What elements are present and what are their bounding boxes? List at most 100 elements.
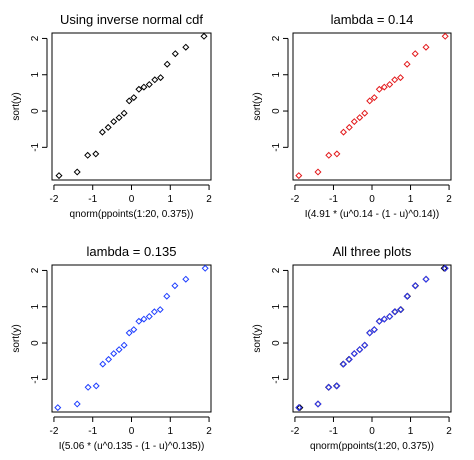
data-point xyxy=(92,382,100,390)
y-tick-label: -1 xyxy=(271,374,282,383)
x-axis-label: I(4.91 * (u^0.14 - (1 - u)^0.14)) xyxy=(305,209,439,220)
x-axis-label: qnorm(ppoints(1:20, 0.375)) xyxy=(310,441,434,452)
data-point xyxy=(366,97,374,105)
x-tick-label: -1 xyxy=(329,426,338,437)
x-tick-label: -2 xyxy=(290,194,299,205)
data-point xyxy=(391,76,399,84)
data-point xyxy=(339,360,348,368)
data-point xyxy=(135,317,143,325)
data-point xyxy=(375,317,383,325)
data-point xyxy=(200,32,208,40)
data-point xyxy=(84,151,92,159)
data-point xyxy=(182,275,190,283)
y-axis-label: sort(y) xyxy=(11,92,22,120)
y-tick-label: 1 xyxy=(271,72,282,78)
y-axis-label: sort(y) xyxy=(252,92,263,120)
data-point xyxy=(73,400,81,408)
y-tick-label: 2 xyxy=(30,267,41,273)
data-point xyxy=(345,123,353,131)
data-point xyxy=(55,172,63,180)
x-axis-label: I(5.06 * (u^0.135 - (1 - u)^0.135)) xyxy=(59,441,205,452)
data-point xyxy=(115,346,123,354)
data-point xyxy=(110,350,118,358)
data-point xyxy=(125,97,133,105)
y-tick-label: 0 xyxy=(271,340,282,346)
x-tick-label: 2 xyxy=(206,426,212,437)
y-tick-label: 1 xyxy=(30,304,41,310)
data-point xyxy=(422,43,430,51)
data-point xyxy=(98,128,106,136)
panel-lambda-0-14: lambda = 0.14 I(4.91 * (u^0.14 - (1 - u)… xyxy=(252,12,452,220)
data-point xyxy=(92,150,100,158)
data-point xyxy=(125,329,133,337)
panel-title: lambda = 0.135 xyxy=(87,244,177,259)
data-point xyxy=(171,50,179,58)
data-point xyxy=(73,168,81,176)
x-tick-label: 2 xyxy=(446,194,452,205)
data-point xyxy=(163,60,171,68)
panel-title: lambda = 0.14 xyxy=(331,12,414,27)
plot-frame xyxy=(51,32,212,181)
data-point xyxy=(171,282,179,290)
data-point xyxy=(350,118,358,126)
y-tick-label: -1 xyxy=(271,142,282,151)
data-point xyxy=(163,292,171,300)
data-point xyxy=(84,383,92,391)
y-tick-label: -1 xyxy=(30,374,41,383)
data-point xyxy=(380,83,388,91)
panel-inverse-normal: Using inverse normal cdf qnorm(ppoints(1… xyxy=(11,12,212,220)
y-axis-label: sort(y) xyxy=(252,324,263,352)
data-point xyxy=(104,123,112,131)
x-tick-label: 0 xyxy=(369,194,375,205)
data-point xyxy=(296,404,304,412)
data-point xyxy=(314,168,322,176)
y-tick-label: 2 xyxy=(271,267,282,273)
data-point xyxy=(120,341,128,349)
data-point xyxy=(333,150,341,158)
data-point xyxy=(396,306,405,314)
data-point xyxy=(325,383,333,391)
data-point xyxy=(115,114,123,122)
x-tick-label: -1 xyxy=(329,194,338,205)
y-tick-label: 1 xyxy=(30,72,41,78)
x-axis-label: qnorm(ppoints(1:20, 0.375)) xyxy=(70,209,194,220)
y-tick-label: -1 xyxy=(30,142,41,151)
panel-lambda-0-135: lambda = 0.135 I(5.06 * (u^0.135 - (1 - … xyxy=(11,244,212,452)
x-tick-label: 1 xyxy=(167,426,173,437)
x-tick-label: -2 xyxy=(290,426,299,437)
data-point xyxy=(411,282,419,290)
data-point xyxy=(54,404,62,412)
data-point xyxy=(375,85,383,93)
data-point xyxy=(339,128,348,136)
data-point xyxy=(403,60,411,68)
data-point xyxy=(140,83,148,91)
data-point xyxy=(295,404,303,412)
data-point xyxy=(157,74,165,82)
plot-frame xyxy=(292,32,452,181)
x-tick-label: 2 xyxy=(206,194,212,205)
data-point xyxy=(120,109,128,117)
data-point xyxy=(345,355,353,363)
data-point xyxy=(422,275,430,283)
data-point xyxy=(386,312,394,321)
data-point xyxy=(370,326,378,334)
data-point xyxy=(130,94,138,102)
x-tick-label: -1 xyxy=(88,426,97,437)
x-tick-label: 1 xyxy=(167,194,173,205)
y-tick-label: 0 xyxy=(30,340,41,346)
data-point xyxy=(140,315,148,323)
data-point xyxy=(411,50,419,58)
x-tick-label: 1 xyxy=(408,426,414,437)
data-point xyxy=(325,151,333,159)
x-tick-label: 0 xyxy=(129,426,135,437)
y-tick-label: 0 xyxy=(271,108,282,114)
data-point xyxy=(386,80,394,89)
data-point xyxy=(440,264,448,272)
data-point xyxy=(356,114,364,122)
data-point xyxy=(150,308,158,316)
plot-frame xyxy=(51,264,212,413)
x-tick-label: 0 xyxy=(369,426,375,437)
y-tick-label: 2 xyxy=(30,35,41,41)
data-point xyxy=(361,109,369,117)
